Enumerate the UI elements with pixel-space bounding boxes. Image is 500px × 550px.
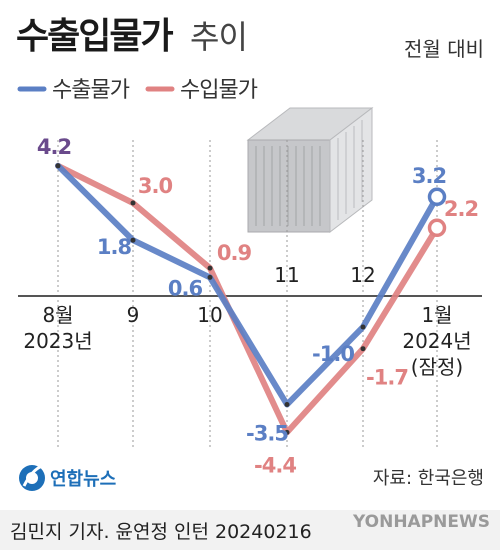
data-point (130, 237, 136, 243)
data-label: 0.9 (217, 241, 252, 265)
chart-subtitle: 추이 (190, 18, 247, 56)
footer-band (0, 510, 500, 550)
x-tick-label: 10 (197, 303, 222, 327)
legend-label-import: 수입물가 (180, 78, 258, 103)
data-source: 자료: 한국은행 (373, 468, 484, 489)
data-point (360, 324, 366, 330)
data-label: 3.0 (138, 174, 173, 198)
data-point (284, 402, 290, 407)
data-point (207, 265, 213, 271)
data-label: -1.0 (312, 342, 354, 366)
data-label-shared: 4.2 (37, 135, 71, 159)
legend-label-export: 수출물가 (52, 78, 130, 103)
chart-title: 수출입물가 (16, 16, 173, 57)
chart-data-labels: 1.8 0.6 -3.5 -1.0 3.2 3.0 0.9 -4.4 -1.7 2.2 4.2 (37, 135, 479, 478)
x-tick-label: 8월 2023년 (23, 303, 92, 353)
x-tick-label: 11 (274, 263, 299, 287)
comparison-mode: 전월 대비 (404, 37, 484, 61)
data-label: 2.2 (444, 197, 478, 221)
data-point (55, 163, 61, 169)
data-point (284, 429, 290, 435)
shipping-container-icon (246, 106, 374, 234)
export-series-line (55, 162, 440, 408)
yonhap-logo-icon (19, 464, 45, 491)
chart-series (55, 162, 447, 436)
data-label: 1.8 (97, 235, 132, 259)
data-label: -1.7 (366, 366, 408, 390)
data-label: 0.6 (168, 276, 203, 300)
data-point (130, 200, 136, 206)
chart-x-ticks: 8월 2023년 9 10 11 12 1월 2024년 (잠정) (23, 263, 471, 379)
x-tick-label: 12 (350, 263, 375, 287)
data-point-marker (427, 187, 447, 207)
import-series-line (55, 162, 440, 436)
x-tick-label: 9 (127, 303, 140, 327)
data-point (207, 274, 213, 280)
data-point-marker (427, 218, 447, 238)
byline: 김민지 기자. 윤연정 인턴 20240216 (10, 521, 312, 543)
x-tick-label: 1월 2024년 (잠정) (402, 303, 471, 379)
data-label: 3.2 (412, 164, 446, 188)
data-label: -3.5 (246, 422, 288, 446)
publisher-logo-text: 연합뉴스 (50, 468, 116, 490)
data-label: -4.4 (254, 453, 296, 477)
data-point (360, 346, 366, 352)
watermark: YONHAPNEWS (352, 512, 490, 532)
legend: 수출물가 수입물가 (17, 78, 259, 103)
